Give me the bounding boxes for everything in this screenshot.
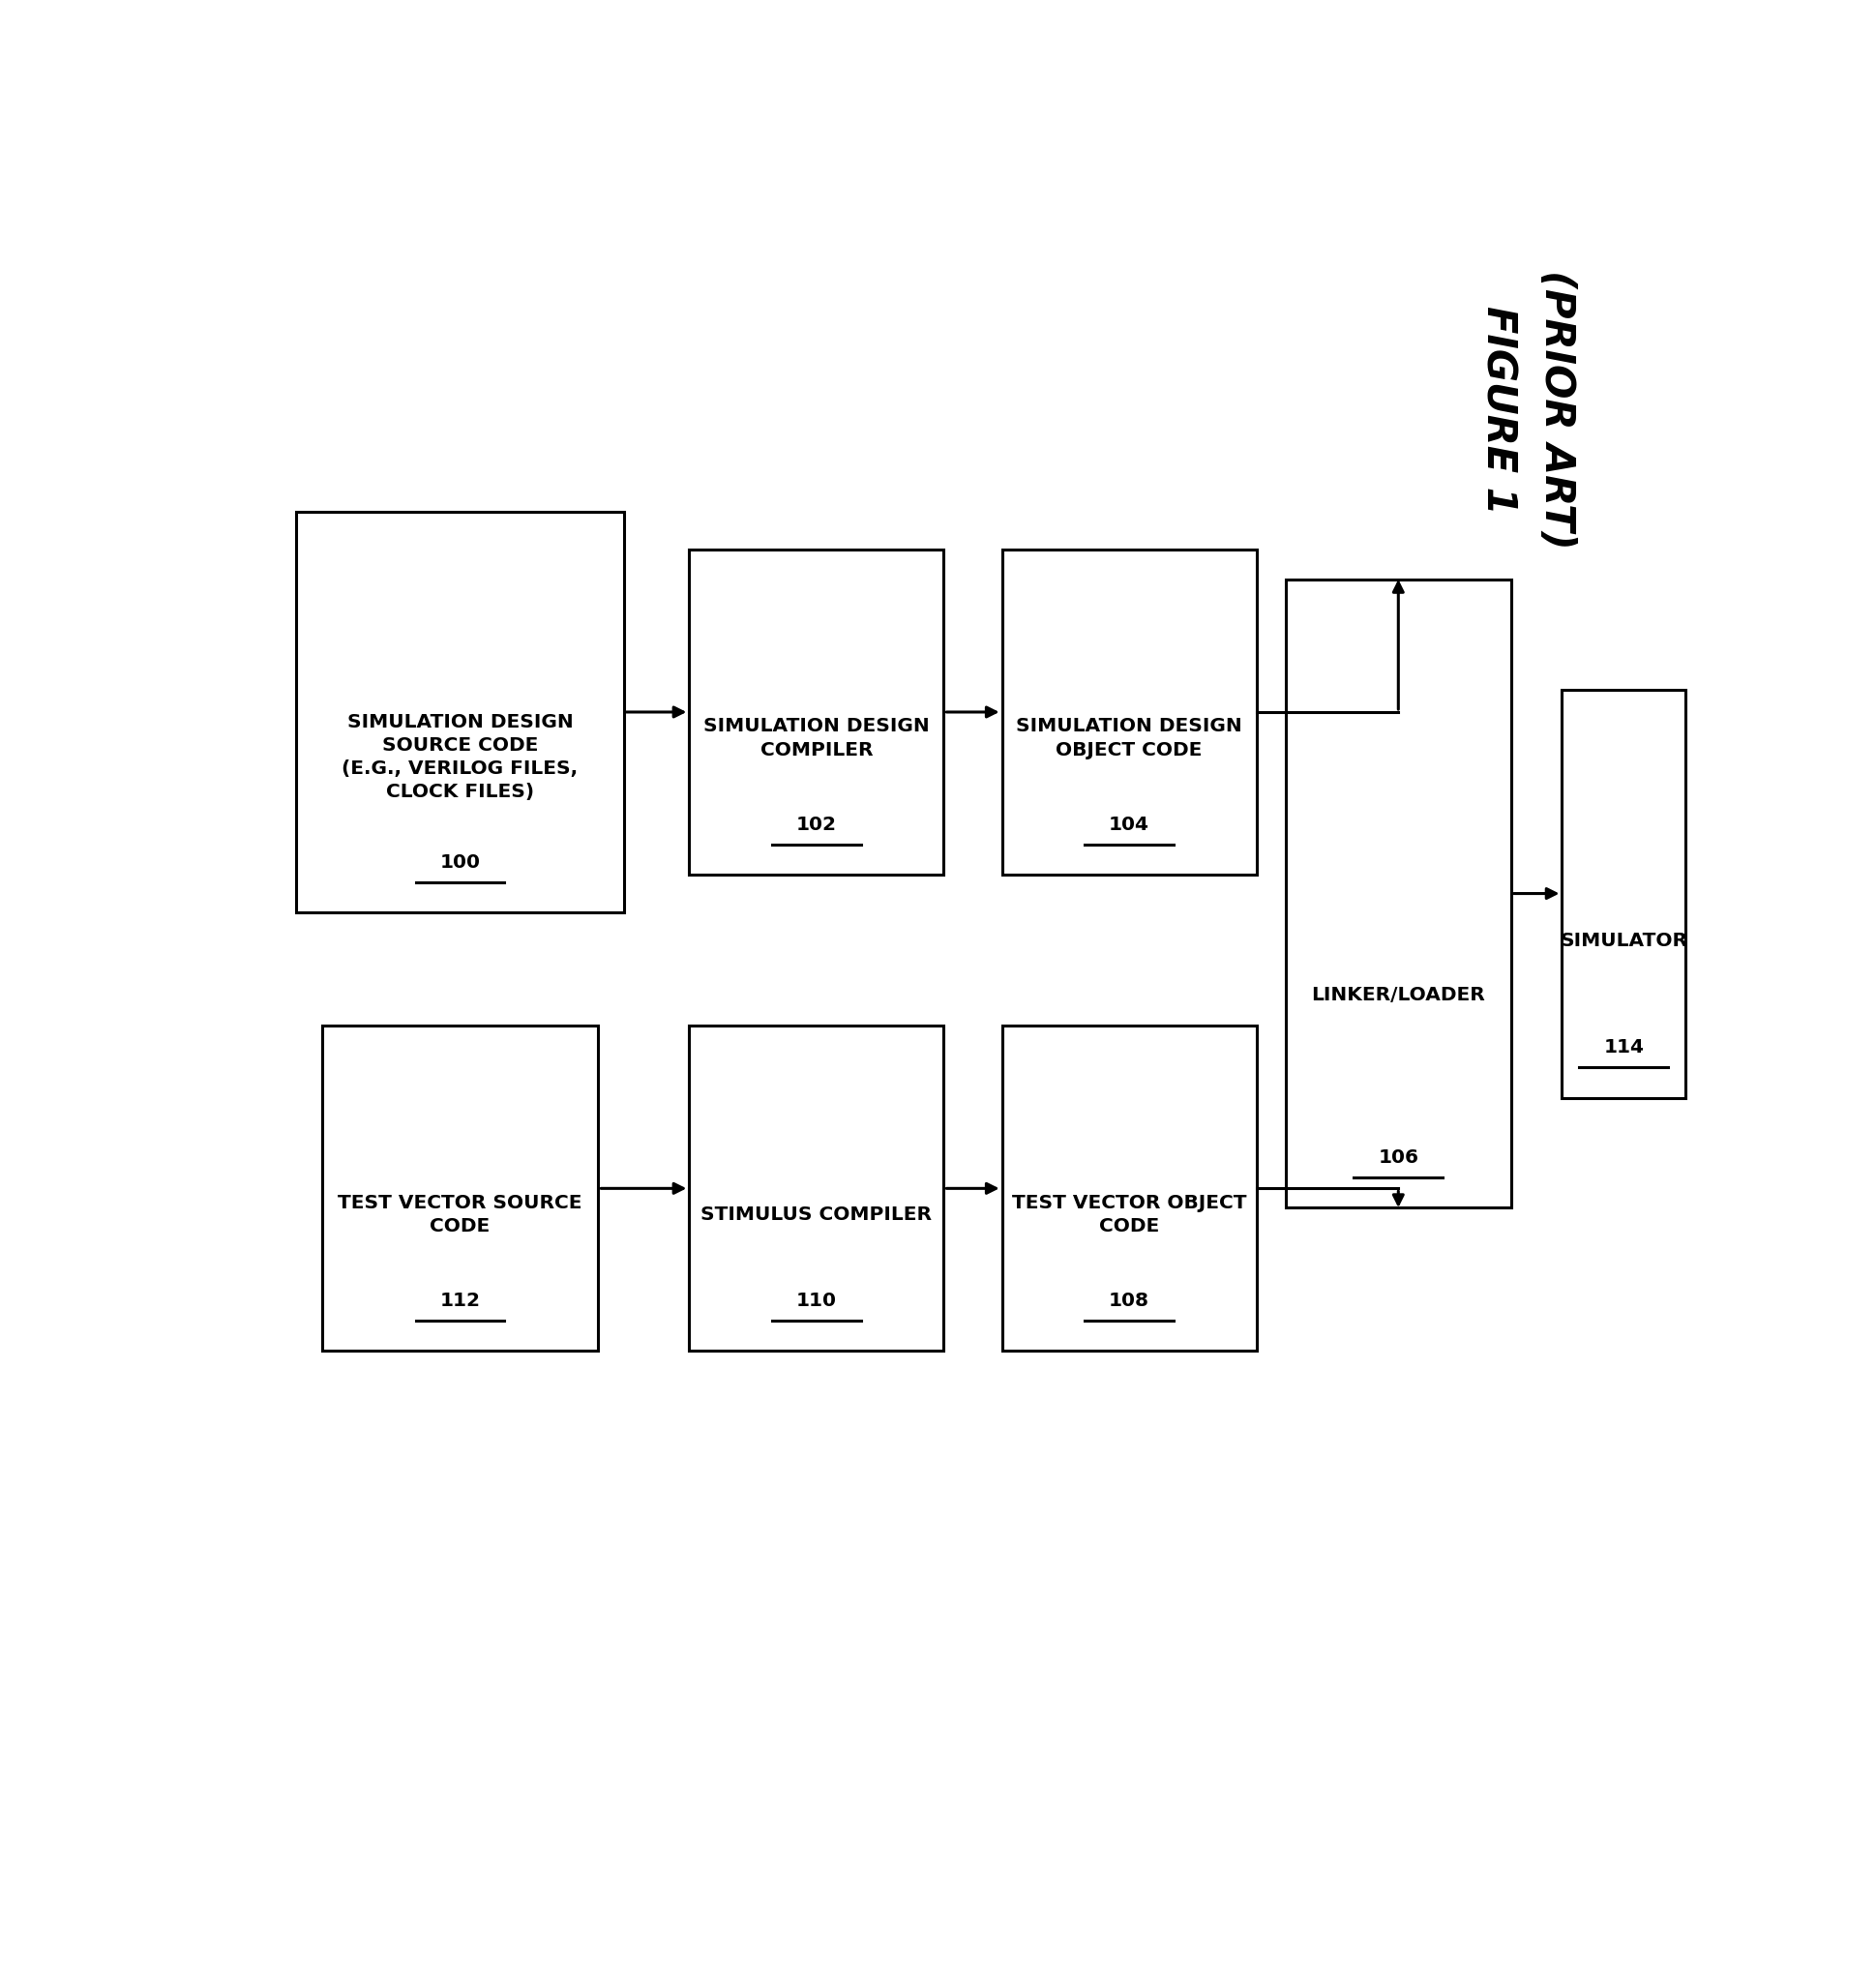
Text: 100: 100	[439, 852, 480, 872]
Text: 102: 102	[795, 815, 837, 835]
Bar	[688, 1025, 944, 1351]
Text: SIMULATOR: SIMULATOR	[1559, 931, 1687, 949]
Bar	[321, 1025, 598, 1351]
Bar	[1285, 579, 1510, 1208]
Text: 108: 108	[1109, 1292, 1148, 1310]
Bar	[1002, 550, 1255, 874]
Bar	[1561, 689, 1685, 1098]
Bar	[296, 513, 623, 913]
Bar	[688, 550, 944, 874]
Text: SIMULATION DESIGN
SOURCE CODE
(E.G., VERILOG FILES,
CLOCK FILES): SIMULATION DESIGN SOURCE CODE (E.G., VER…	[341, 713, 578, 801]
Text: (PRIOR ART): (PRIOR ART)	[1536, 269, 1576, 550]
Text: FIGURE 1: FIGURE 1	[1478, 304, 1518, 515]
Text: SIMULATION DESIGN
COMPILER: SIMULATION DESIGN COMPILER	[704, 717, 929, 758]
Text: 104: 104	[1109, 815, 1148, 835]
Text: 112: 112	[439, 1292, 480, 1310]
Text: 106: 106	[1377, 1149, 1418, 1167]
Text: STIMULUS COMPILER: STIMULUS COMPILER	[700, 1206, 932, 1224]
Text: TEST VECTOR OBJECT
CODE: TEST VECTOR OBJECT CODE	[1011, 1194, 1246, 1235]
Text: TEST VECTOR SOURCE
CODE: TEST VECTOR SOURCE CODE	[338, 1194, 582, 1235]
Text: LINKER/LOADER: LINKER/LOADER	[1311, 986, 1484, 1004]
Text: 110: 110	[795, 1292, 837, 1310]
Text: 114: 114	[1602, 1039, 1643, 1057]
Text: SIMULATION DESIGN
OBJECT CODE: SIMULATION DESIGN OBJECT CODE	[1015, 717, 1242, 758]
Bar	[1002, 1025, 1255, 1351]
